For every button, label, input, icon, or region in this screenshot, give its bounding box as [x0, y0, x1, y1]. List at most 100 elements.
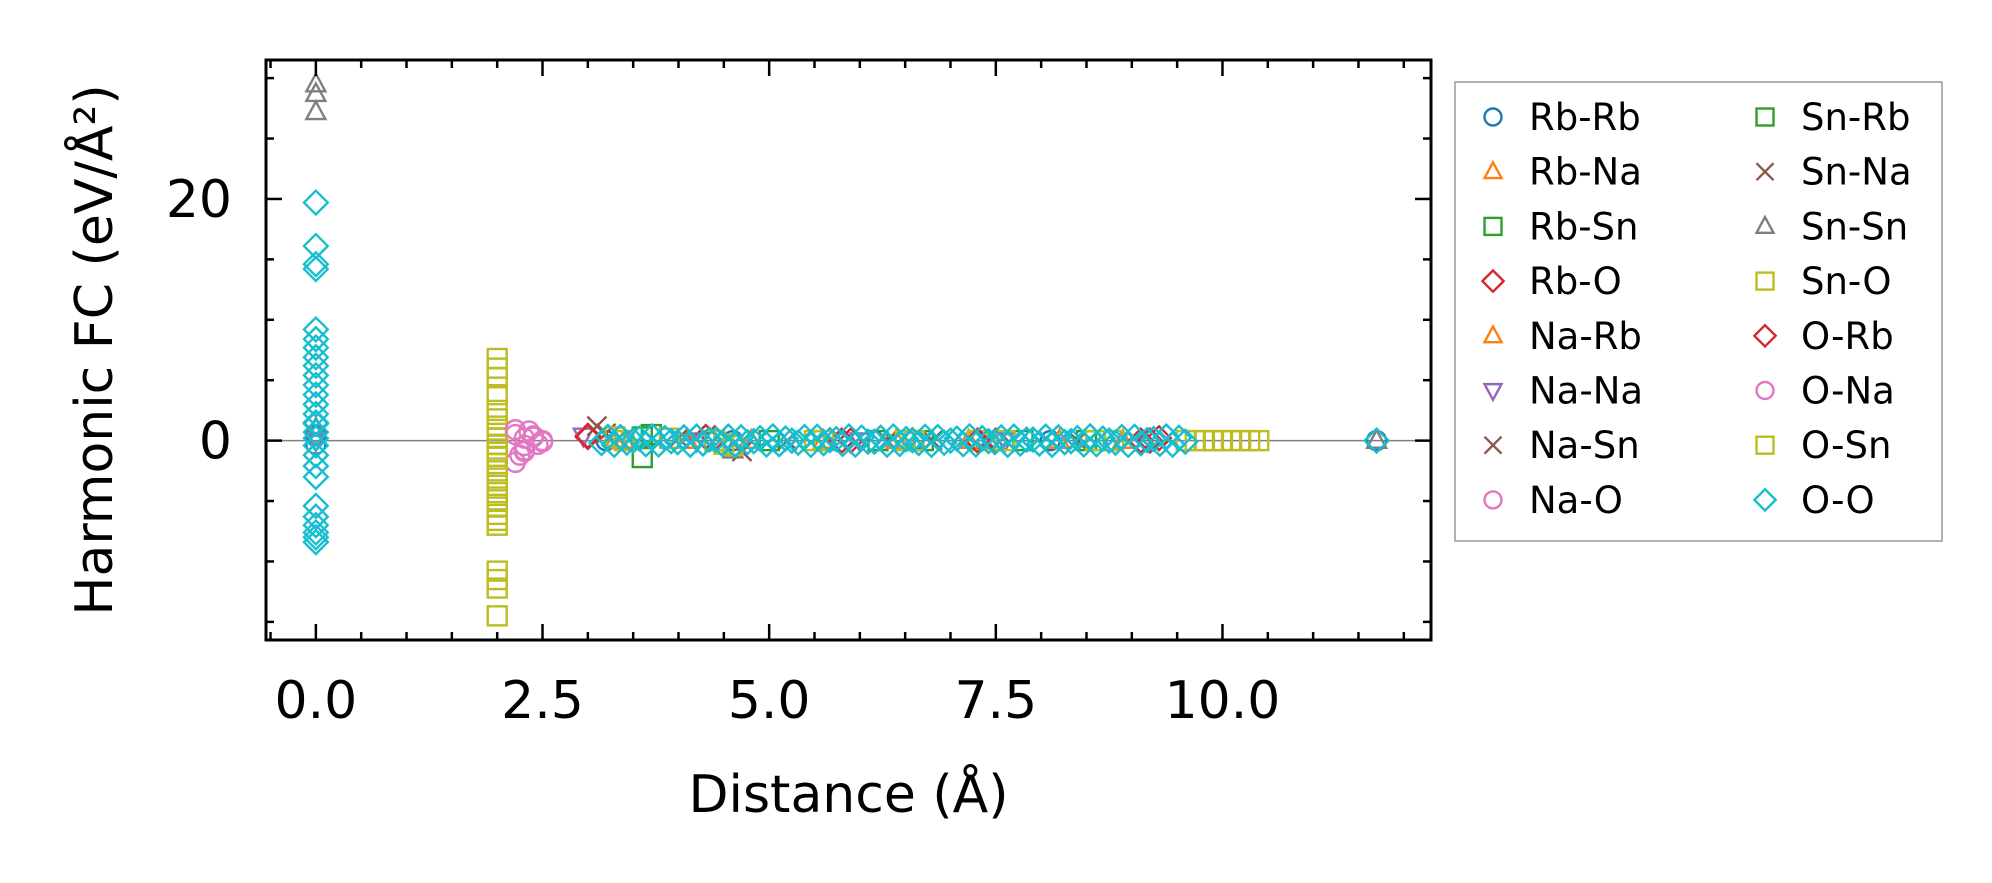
data-point-sn-o: [486, 474, 508, 497]
data-point-sn-o: [486, 496, 508, 518]
data-point-o-o: [1006, 429, 1034, 458]
data-point-sn-o: [486, 384, 508, 406]
legend-label: O-O: [1801, 479, 1875, 522]
legend: Rb-Rb Rb-Na Rb-Sn Rb-O Na-Rb Na-Na Na-Sn Na-O Sn…: [1454, 81, 1943, 542]
legend-entry-na-sn: Na-Sn: [1483, 424, 1640, 467]
data-point-o-o: [1159, 431, 1187, 459]
x-axis-label: Distance (Å): [688, 763, 1008, 825]
legend-label: Sn-Rb: [1801, 96, 1910, 139]
data-point-sn-o: [486, 605, 508, 627]
data-point-o-o: [1152, 422, 1180, 451]
legend-marker-rb-na: [1482, 159, 1504, 180]
legend-label: Na-O: [1529, 479, 1623, 522]
data-point-o-o: [930, 429, 958, 457]
legend-label: Na-Na: [1529, 370, 1643, 413]
legend-label: Sn-O: [1801, 260, 1891, 303]
series-na-o: [504, 420, 554, 474]
legend-entry-sn-na: Sn-Na: [1755, 151, 1912, 194]
legend-marker-rb-sn: [1483, 216, 1503, 237]
legend-entry-na-rb: Na-Rb: [1482, 315, 1642, 358]
legend-items: Rb-Rb Rb-Na Rb-Sn Rb-O Na-Rb Na-Na Na-Sn Na-O Sn…: [1480, 96, 1912, 522]
data-point-o-o: [1032, 423, 1060, 451]
legend-entry-sn-o: Sn-O: [1755, 260, 1891, 303]
legend-label: Na-Rb: [1529, 315, 1642, 358]
data-point-o-o: [302, 492, 330, 520]
legend-entry-rb-na: Rb-Na: [1482, 151, 1642, 194]
data-point-o-rb: [1136, 427, 1164, 455]
data-point-o-o: [714, 423, 742, 451]
data-point-o-o: [302, 189, 330, 217]
data-point-o-o: [613, 429, 641, 457]
data-markers: [302, 71, 1391, 627]
series-o-o: [302, 189, 1391, 556]
data-point-o-o: [809, 429, 838, 457]
data-point-o-o: [974, 427, 1003, 455]
data-point-o-o: [702, 426, 730, 454]
legend-marker-sn-na: [1755, 162, 1775, 182]
data-point-sn-o: [486, 577, 508, 599]
legend-entry-rb-o: Rb-O: [1480, 260, 1622, 303]
legend-entry-o-rb: O-Rb: [1752, 315, 1894, 358]
data-point-o-o: [302, 408, 330, 437]
legend-label: Rb-Sn: [1529, 205, 1638, 248]
data-point-o-o: [302, 424, 330, 452]
legend-label: Sn-Na: [1801, 151, 1912, 194]
legend-marker-sn-rb: [1755, 107, 1775, 127]
legend-marker-na-sn: [1483, 435, 1503, 455]
data-point-sn-sn: [1365, 427, 1389, 449]
series-sn-sn: [304, 71, 1389, 459]
legend-label: Rb-Na: [1529, 151, 1642, 194]
legend-entry-na-o: Na-O: [1483, 479, 1623, 522]
legend-marker-sn-o: [1755, 271, 1775, 291]
data-point-o-o: [302, 523, 330, 551]
data-point-sn-o: [486, 367, 508, 389]
data-point-o-o: [1165, 424, 1193, 452]
data-point-rb-o: [1145, 424, 1173, 452]
data-point-o-o: [302, 381, 330, 409]
y-tick-label: 0: [199, 412, 232, 472]
data-point-o-o: [657, 427, 685, 455]
data-point-o-o: [854, 428, 882, 456]
data-point-sn-o: [486, 445, 508, 468]
data-point-sn-o: [486, 433, 508, 455]
axis-ticks: [266, 60, 1431, 640]
legend-entry-o-o: O-O: [1752, 479, 1875, 522]
data-point-o-o: [1127, 429, 1155, 457]
data-point-o-o: [302, 343, 330, 371]
data-point-o-o: [1019, 426, 1047, 454]
legend-label: Na-Sn: [1529, 424, 1640, 467]
y-axis-label: Harmonic FC (eV/Å²): [63, 84, 125, 615]
legend-entry-rb-sn: Rb-Sn: [1483, 205, 1638, 248]
legend-marker-rb-o: [1480, 268, 1506, 294]
data-point-o-na: [531, 431, 554, 453]
legend-marker-na-rb: [1482, 323, 1504, 344]
legend-entry-o-na: O-Na: [1755, 370, 1895, 413]
data-point-sn-o: [486, 489, 508, 511]
plot-area: 0.0 2.5 5.0 7.5 10.0 0 20: [166, 58, 1433, 731]
data-point-o-o: [835, 422, 863, 451]
legend-label: Rb-O: [1529, 260, 1622, 303]
data-point-o-o: [302, 390, 330, 418]
data-point-o-na: [513, 440, 536, 463]
legend-marker-rb-rb: [1483, 107, 1503, 127]
data-point-o-o: [302, 518, 330, 547]
legend-label: Sn-Sn: [1801, 205, 1908, 248]
data-point-sn-sn: [304, 71, 328, 93]
legend-marker-o-rb: [1752, 323, 1778, 349]
data-point-sn-o: [486, 460, 508, 482]
legend-entry-rb-rb: Rb-Rb: [1483, 96, 1641, 139]
data-point-o-o: [886, 430, 914, 458]
data-point-o-o: [1095, 427, 1123, 455]
legend-label: O-Sn: [1801, 424, 1891, 467]
data-point-sn-o: [486, 503, 508, 526]
data-point-o-o: [302, 334, 330, 362]
data-point-o-o: [302, 511, 330, 539]
data-point-o-o: [302, 250, 330, 278]
legend-frame: [1454, 81, 1943, 542]
data-point-sn-o: [486, 427, 508, 449]
data-point-sn-o: [486, 452, 508, 475]
data-point-o-o: [302, 315, 330, 344]
legend-marker-o-na: [1755, 380, 1775, 401]
data-point-o-o: [778, 427, 806, 455]
legend-label: Rb-Rb: [1529, 96, 1641, 139]
